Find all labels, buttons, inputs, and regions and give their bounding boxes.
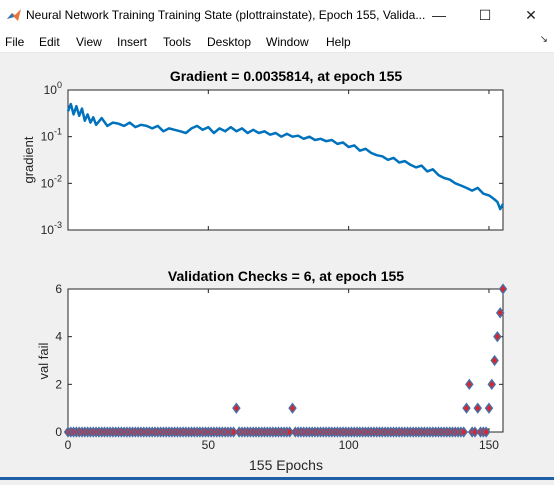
validation-axes: Validation Checks = 6, at epoch 155 val … (36, 268, 506, 473)
validation-ytick-label: 0 (55, 425, 62, 439)
validation-ytick-label: 4 (55, 330, 62, 344)
validation-xlabel: 155 Epochs (249, 457, 323, 473)
window-title: Neural Network Training Training State (… (26, 8, 426, 22)
gradient-ylabel: gradient (21, 136, 36, 183)
gradient-ytick-label: 10-3 (41, 220, 62, 237)
gradient-ytick-label: 100 (44, 80, 62, 97)
validation-xtick-label: 0 (65, 438, 72, 452)
validation-ylabel: val fail (36, 342, 51, 379)
figure-canvas: Gradient = 0.0035814, at epoch 155 gradi… (0, 53, 554, 480)
close-button[interactable]: ✕ (508, 0, 554, 30)
maximize-button[interactable]: ☐ (462, 0, 508, 30)
validation-title: Validation Checks = 6, at epoch 155 (168, 268, 404, 284)
minimize-button[interactable]: — (416, 0, 462, 30)
gradient-title: Gradient = 0.0035814, at epoch 155 (170, 68, 403, 84)
menu-file[interactable]: File (5, 35, 24, 49)
menu-insert[interactable]: Insert (117, 35, 147, 49)
validation-ytick-label: 2 (55, 377, 62, 391)
validation-xtick-label: 50 (202, 438, 216, 452)
validation-xtick-label: 150 (479, 438, 499, 452)
menu-help[interactable]: Help (326, 35, 351, 49)
validation-xtick-label: 100 (339, 438, 359, 452)
menu-view[interactable]: View (76, 35, 102, 49)
menu-bar: File Edit View Insert Tools Desktop Wind… (0, 30, 554, 53)
menu-tools[interactable]: Tools (163, 35, 191, 49)
validation-ytick-label: 6 (55, 282, 62, 296)
title-bar: Neural Network Training Training State (… (0, 0, 554, 30)
menu-window[interactable]: Window (266, 35, 309, 49)
gradient-plot-area (68, 90, 503, 230)
figure-svg: Gradient = 0.0035814, at epoch 155 gradi… (0, 53, 554, 480)
gradient-ytick-label: 10-1 (41, 127, 62, 144)
gradient-ytick-label: 10-2 (41, 173, 62, 190)
dock-arrow-icon[interactable]: ↘ (540, 34, 548, 45)
validation-plot-area (68, 289, 503, 432)
menu-edit[interactable]: Edit (39, 35, 60, 49)
matlab-app-icon (6, 7, 22, 23)
menu-desktop[interactable]: Desktop (207, 35, 251, 49)
gradient-axes: Gradient = 0.0035814, at epoch 155 gradi… (21, 68, 503, 237)
